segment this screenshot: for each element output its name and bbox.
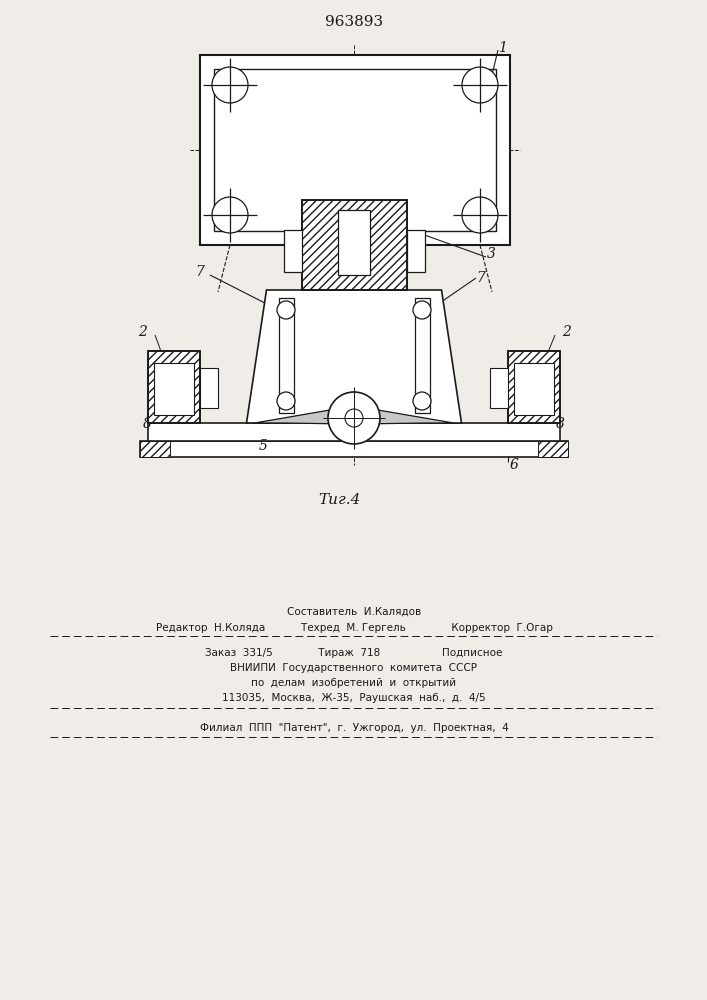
Bar: [148, 351, 200, 423]
Bar: [200, 368, 218, 408]
Bar: [301, 200, 407, 290]
Text: Заказ  331/5              Тираж  718                   Подписное: Заказ 331/5 Тираж 718 Подписное: [205, 648, 503, 658]
Text: 2: 2: [139, 325, 148, 339]
Bar: [514, 363, 554, 415]
Bar: [301, 200, 407, 290]
Bar: [140, 441, 568, 457]
Text: 6: 6: [510, 458, 518, 472]
Polygon shape: [360, 410, 453, 424]
Polygon shape: [247, 290, 462, 423]
Text: 3: 3: [486, 247, 496, 261]
Bar: [508, 351, 560, 423]
Text: Составитель  И.Калядов: Составитель И.Калядов: [287, 607, 421, 617]
Text: Редактор  Н.Коляда           Техред  М. Гергель              Корректор  Г.Огар: Редактор Н.Коляда Техред М. Гергель Корр…: [156, 623, 552, 633]
Text: 113035,  Москва,  Ж-35,  Раушская  наб.,  д.  4/5: 113035, Москва, Ж-35, Раушская наб., д. …: [222, 693, 486, 703]
Text: 8: 8: [143, 417, 151, 431]
Circle shape: [212, 197, 248, 233]
Bar: [200, 55, 510, 245]
Polygon shape: [255, 410, 348, 424]
Bar: [284, 230, 301, 272]
Bar: [538, 441, 568, 457]
Bar: [414, 298, 429, 413]
Circle shape: [462, 197, 498, 233]
Bar: [140, 441, 170, 457]
Bar: [148, 423, 560, 441]
Circle shape: [277, 392, 295, 410]
Circle shape: [277, 301, 295, 319]
Circle shape: [345, 409, 363, 427]
Circle shape: [413, 392, 431, 410]
Bar: [214, 69, 496, 231]
Text: 963893: 963893: [325, 15, 383, 29]
Text: 8: 8: [556, 417, 564, 431]
Bar: [154, 363, 194, 415]
Text: 7: 7: [196, 265, 204, 279]
Circle shape: [462, 67, 498, 103]
Bar: [338, 210, 370, 275]
Text: 5: 5: [259, 439, 267, 453]
Bar: [407, 230, 424, 272]
Bar: [490, 368, 508, 408]
Text: 1: 1: [498, 41, 506, 55]
Text: 7: 7: [477, 271, 486, 285]
Text: ВНИИПИ  Государственного  комитета  СССР: ВНИИПИ Государственного комитета СССР: [230, 663, 477, 673]
Bar: [279, 298, 293, 413]
Bar: [508, 351, 560, 423]
Circle shape: [328, 392, 380, 444]
Bar: [148, 351, 200, 423]
Circle shape: [413, 301, 431, 319]
Text: Τиг.4: Τиг.4: [318, 493, 360, 507]
Text: 2: 2: [563, 325, 571, 339]
Text: по  делам  изобретений  и  открытий: по делам изобретений и открытий: [252, 678, 457, 688]
Circle shape: [212, 67, 248, 103]
Text: Филиал  ППП  "Патент",  г.  Ужгород,  ул.  Проектная,  4: Филиал ППП "Патент", г. Ужгород, ул. Про…: [199, 723, 508, 733]
